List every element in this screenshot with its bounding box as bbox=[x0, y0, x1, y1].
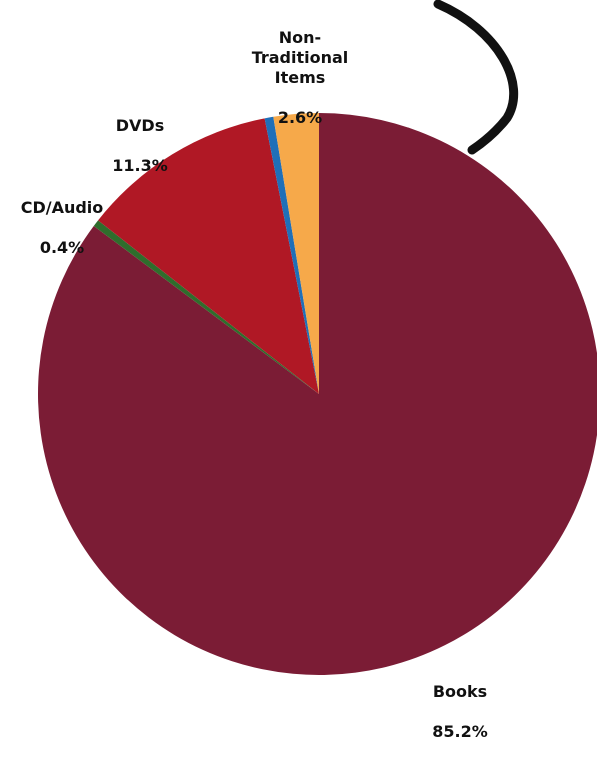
slice-dvds bbox=[98, 118, 319, 394]
label-dvds-value: 11.3% bbox=[112, 156, 168, 175]
slice-non-traditional bbox=[273, 113, 319, 394]
label-non-traditional-name: Non- Traditional Items bbox=[251, 28, 349, 87]
label-cd-audio: CD/Audio 0.4% bbox=[0, 178, 124, 278]
pie-chart bbox=[38, 0, 597, 675]
label-dvds: DVDs 11.3% bbox=[98, 96, 182, 196]
label-dvds-name: DVDs bbox=[115, 116, 165, 135]
slice-other bbox=[264, 116, 319, 395]
curved-arrow bbox=[433, 0, 519, 155]
label-non-traditional-value: 2.6% bbox=[277, 108, 323, 127]
label-cd-audio-name: CD/Audio bbox=[20, 198, 104, 217]
label-books: Books 85.2% bbox=[410, 662, 510, 762]
label-non-traditional: Non- Traditional Items 2.6% bbox=[236, 8, 364, 148]
slice-books bbox=[38, 113, 597, 675]
label-cd-audio-value: 0.4% bbox=[39, 238, 85, 257]
label-books-name: Books bbox=[432, 682, 488, 701]
pie-slices bbox=[38, 113, 597, 675]
slice-cd-audio bbox=[93, 220, 319, 394]
label-books-value: 85.2% bbox=[432, 722, 488, 741]
